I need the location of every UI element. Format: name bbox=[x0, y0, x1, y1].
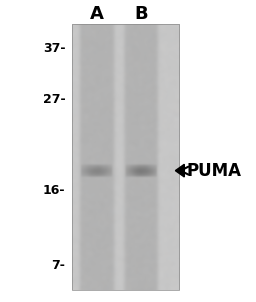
Text: 7-: 7- bbox=[51, 259, 65, 272]
Text: 27-: 27- bbox=[43, 93, 65, 106]
Text: A: A bbox=[90, 5, 104, 23]
Text: 16-: 16- bbox=[43, 184, 65, 197]
Polygon shape bbox=[175, 164, 184, 177]
Bar bbox=[72, 24, 179, 290]
Text: B: B bbox=[134, 5, 148, 23]
Text: 37-: 37- bbox=[43, 42, 65, 55]
Text: PUMA: PUMA bbox=[187, 162, 242, 180]
